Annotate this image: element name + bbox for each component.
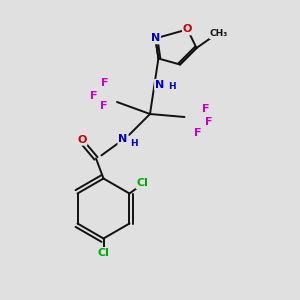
Text: F: F (205, 117, 212, 128)
Text: H: H (168, 82, 176, 91)
Text: H: H (130, 139, 138, 148)
Text: F: F (101, 78, 109, 88)
Text: F: F (194, 128, 202, 139)
Text: N: N (118, 134, 127, 145)
Text: CH₃: CH₃ (210, 29, 228, 38)
Text: O: O (183, 24, 192, 34)
Text: N: N (155, 80, 164, 90)
Text: N: N (151, 33, 160, 43)
Text: F: F (202, 103, 210, 114)
Text: F: F (90, 91, 98, 101)
Text: F: F (100, 101, 108, 111)
Text: Cl: Cl (98, 248, 110, 258)
Text: O: O (77, 135, 87, 145)
Text: Cl: Cl (136, 178, 148, 188)
